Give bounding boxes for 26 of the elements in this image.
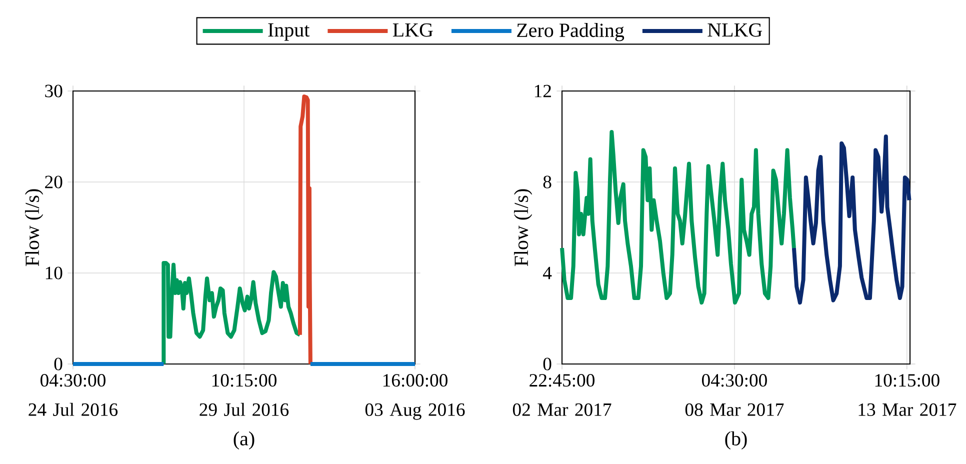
y-tick-label: 12 [534,84,551,98]
x-tick-label: 10:15:00 13 Mar 2017 [858,374,956,416]
y-tick-label: 4 [542,266,552,280]
y-tick-label: 30 [45,84,62,98]
y-tick-label: 0 [54,358,62,370]
x-tick-label: 22:45:00 02 Mar 2017 [512,374,612,416]
x-tick-label: 04:30:00 24 Jul 2016 [28,374,118,416]
text: NLKG [708,23,762,37]
y-axis-title: Flow (l/s) [25,189,44,266]
legend-label: Input [268,23,310,41]
line-series [298,94,312,366]
legend-label: LKG [392,23,433,37]
x-tick-label: 10:15:00 29 Jul 2016 [200,374,289,416]
text: (a) [234,431,254,450]
y-tick-label: 8 [543,176,552,188]
line-series [162,260,302,366]
y-axis-title: Flow (l/s) [514,189,532,266]
legend-label: Zero Padding [517,23,624,42]
y-tick-label: 10 [46,266,62,280]
line-series [792,134,912,305]
line-series [560,130,796,305]
text: (b) [725,431,747,450]
y-tick-label: 0 [543,358,552,370]
x-tick-label: 16:00:00 03 Aug 2016 [365,374,465,420]
y-tick-label: 20 [45,176,62,188]
x-tick-label: 04:30:00 08 Mar 2017 [685,374,784,416]
